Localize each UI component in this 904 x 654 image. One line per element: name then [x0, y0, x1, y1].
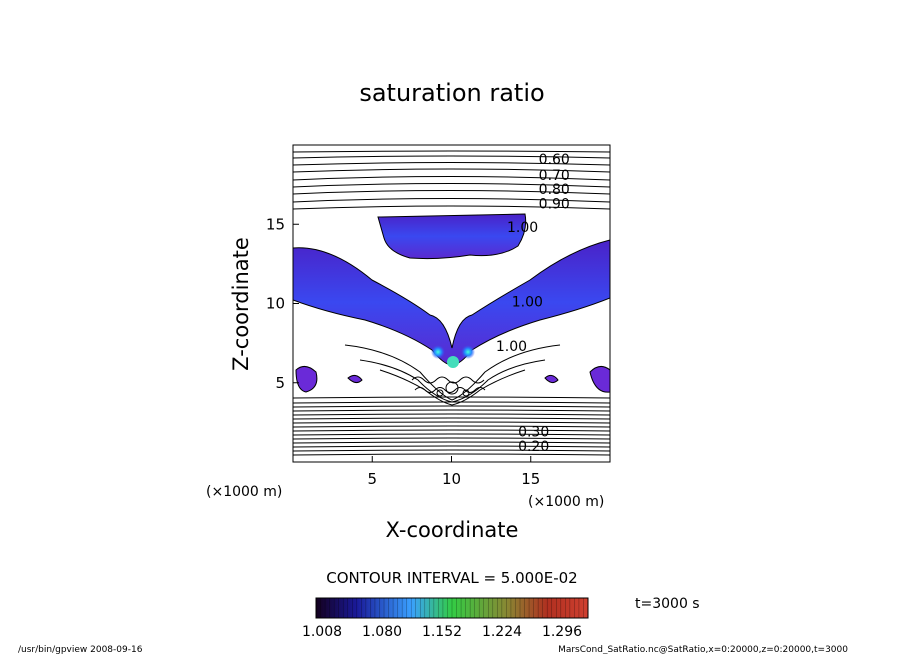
patch-right	[589, 366, 610, 393]
hotspot-center	[447, 356, 459, 368]
upper-contours	[293, 150, 610, 210]
contour-label: 0.80	[539, 182, 570, 198]
colorbar-label: 1.296	[542, 624, 582, 640]
contour-label: 1.00	[512, 295, 543, 311]
contour-label: 0.70	[539, 168, 570, 184]
colorbar	[315, 597, 589, 619]
upper-cloud-region	[377, 213, 527, 260]
contour-labels: 0.600.700.800.901.001.001.000.300.20	[496, 152, 570, 455]
time-label: t=3000 s	[635, 596, 700, 612]
y-tick-label: 10	[266, 295, 285, 313]
y-tick-label: 5	[275, 374, 285, 392]
chart-title: saturation ratio	[359, 79, 544, 107]
contour-interval-text: CONTOUR INTERVAL = 5.000E-02	[326, 569, 577, 587]
colorbar-stripes	[320, 598, 584, 618]
x-tick-label: 15	[521, 470, 540, 488]
contour-label: 0.90	[539, 196, 570, 212]
hotspot-left	[431, 345, 445, 359]
contour-label: 0.20	[518, 439, 549, 455]
footer-left: /usr/bin/gpview 2008-09-16	[18, 645, 143, 654]
x-unit-label: (×1000 m)	[528, 494, 604, 510]
x-tick-label: 10	[442, 470, 461, 488]
colorbar-label: 1.008	[302, 624, 342, 640]
patch-small-left	[347, 374, 363, 384]
patch-small-right	[544, 374, 559, 384]
y-tick-label: 15	[266, 215, 285, 233]
lower-contours	[293, 396, 610, 456]
colorbar-label: 1.224	[482, 624, 522, 640]
contour-label: 0.60	[539, 152, 570, 168]
x-tick-label: 5	[367, 470, 377, 488]
x-axis-label: X-coordinate	[386, 518, 519, 542]
colorbar-labels: 1.008 1.080 1.152 1.224 1.296	[302, 624, 582, 640]
footer-right: MarsCond_SatRatio.nc@SatRatio,x=0:20000,…	[558, 645, 848, 654]
plot-area	[293, 145, 610, 462]
y-axis-label: Z-coordinate	[229, 237, 253, 371]
contour-label: 0.30	[518, 425, 549, 441]
colorbar-label: 1.152	[422, 624, 462, 640]
contour-label: 1.00	[507, 220, 538, 236]
contour-label: 1.00	[496, 339, 527, 355]
colorbar-label: 1.080	[362, 624, 402, 640]
z-unit-label: (×1000 m)	[206, 484, 282, 500]
axes: 5 10 15 5 10 15	[266, 215, 540, 488]
hotspot-right	[461, 345, 475, 359]
patch-left	[295, 366, 318, 393]
